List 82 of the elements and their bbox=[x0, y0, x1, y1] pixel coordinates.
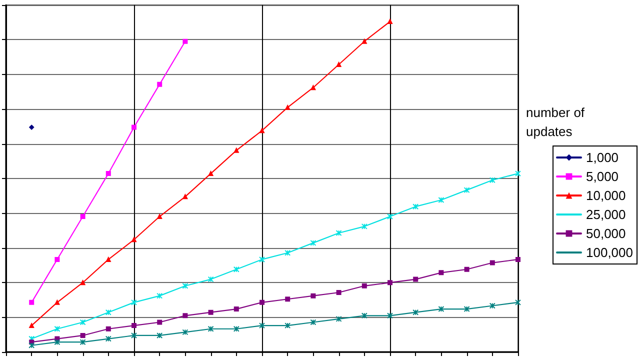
legend-label: 5,000 bbox=[586, 169, 619, 184]
point bbox=[182, 194, 188, 200]
point bbox=[310, 319, 316, 326]
point bbox=[105, 309, 112, 316]
point bbox=[106, 256, 111, 262]
point bbox=[208, 276, 214, 282]
legend-label: 10,000 bbox=[586, 188, 626, 203]
point bbox=[310, 85, 316, 90]
point bbox=[464, 187, 470, 194]
point bbox=[29, 323, 34, 328]
point bbox=[260, 300, 264, 305]
legend-label: 25,000 bbox=[586, 207, 626, 222]
point bbox=[233, 326, 240, 332]
point bbox=[413, 276, 418, 282]
legend-title: number of updates bbox=[526, 105, 588, 139]
point bbox=[490, 260, 495, 266]
point bbox=[131, 299, 137, 306]
point bbox=[106, 171, 111, 176]
point bbox=[80, 319, 86, 326]
point bbox=[182, 329, 188, 336]
point bbox=[54, 339, 60, 346]
point bbox=[310, 293, 316, 298]
point bbox=[310, 240, 316, 246]
point bbox=[260, 128, 264, 134]
point bbox=[362, 38, 367, 44]
point bbox=[388, 280, 392, 286]
point bbox=[182, 313, 188, 318]
legend-label: 50,000 bbox=[586, 226, 626, 241]
point bbox=[80, 332, 86, 338]
point bbox=[285, 104, 290, 110]
point bbox=[80, 214, 86, 220]
point bbox=[387, 214, 393, 220]
point bbox=[80, 339, 86, 346]
point bbox=[387, 312, 393, 319]
point bbox=[106, 326, 111, 332]
point bbox=[80, 280, 86, 286]
point bbox=[54, 326, 60, 332]
point bbox=[361, 312, 368, 319]
point bbox=[259, 322, 265, 329]
point bbox=[157, 214, 162, 220]
point bbox=[412, 204, 419, 210]
point bbox=[284, 250, 291, 256]
point bbox=[336, 290, 342, 296]
point bbox=[234, 148, 239, 153]
point bbox=[131, 332, 137, 338]
point bbox=[156, 332, 163, 338]
point bbox=[362, 283, 367, 288]
point bbox=[336, 230, 342, 236]
point bbox=[464, 266, 470, 272]
point bbox=[29, 300, 34, 305]
legend-label: 100,000 bbox=[586, 245, 634, 260]
point bbox=[182, 282, 188, 289]
point bbox=[54, 300, 60, 305]
point bbox=[132, 237, 136, 242]
point bbox=[233, 266, 240, 272]
point bbox=[157, 320, 162, 325]
point bbox=[54, 256, 60, 262]
point bbox=[336, 62, 342, 67]
point bbox=[105, 336, 112, 342]
point bbox=[361, 223, 368, 230]
point bbox=[234, 306, 239, 312]
point bbox=[489, 177, 496, 184]
point bbox=[438, 306, 444, 312]
point bbox=[208, 310, 214, 315]
point bbox=[208, 326, 214, 332]
legend-label: 1,000 bbox=[586, 150, 619, 165]
point bbox=[412, 309, 419, 316]
point bbox=[489, 302, 496, 309]
point bbox=[157, 82, 162, 87]
point bbox=[156, 292, 163, 299]
point bbox=[182, 38, 188, 44]
point bbox=[285, 296, 290, 302]
point bbox=[284, 322, 291, 329]
point bbox=[464, 306, 470, 312]
point bbox=[438, 270, 444, 276]
point bbox=[132, 323, 136, 328]
point bbox=[132, 124, 136, 130]
point bbox=[438, 196, 444, 203]
point bbox=[259, 256, 265, 262]
point bbox=[516, 256, 520, 262]
point bbox=[388, 19, 392, 24]
point bbox=[336, 316, 342, 322]
